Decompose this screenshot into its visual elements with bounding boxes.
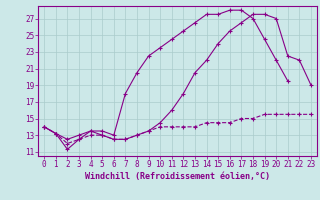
X-axis label: Windchill (Refroidissement éolien,°C): Windchill (Refroidissement éolien,°C) [85,172,270,181]
